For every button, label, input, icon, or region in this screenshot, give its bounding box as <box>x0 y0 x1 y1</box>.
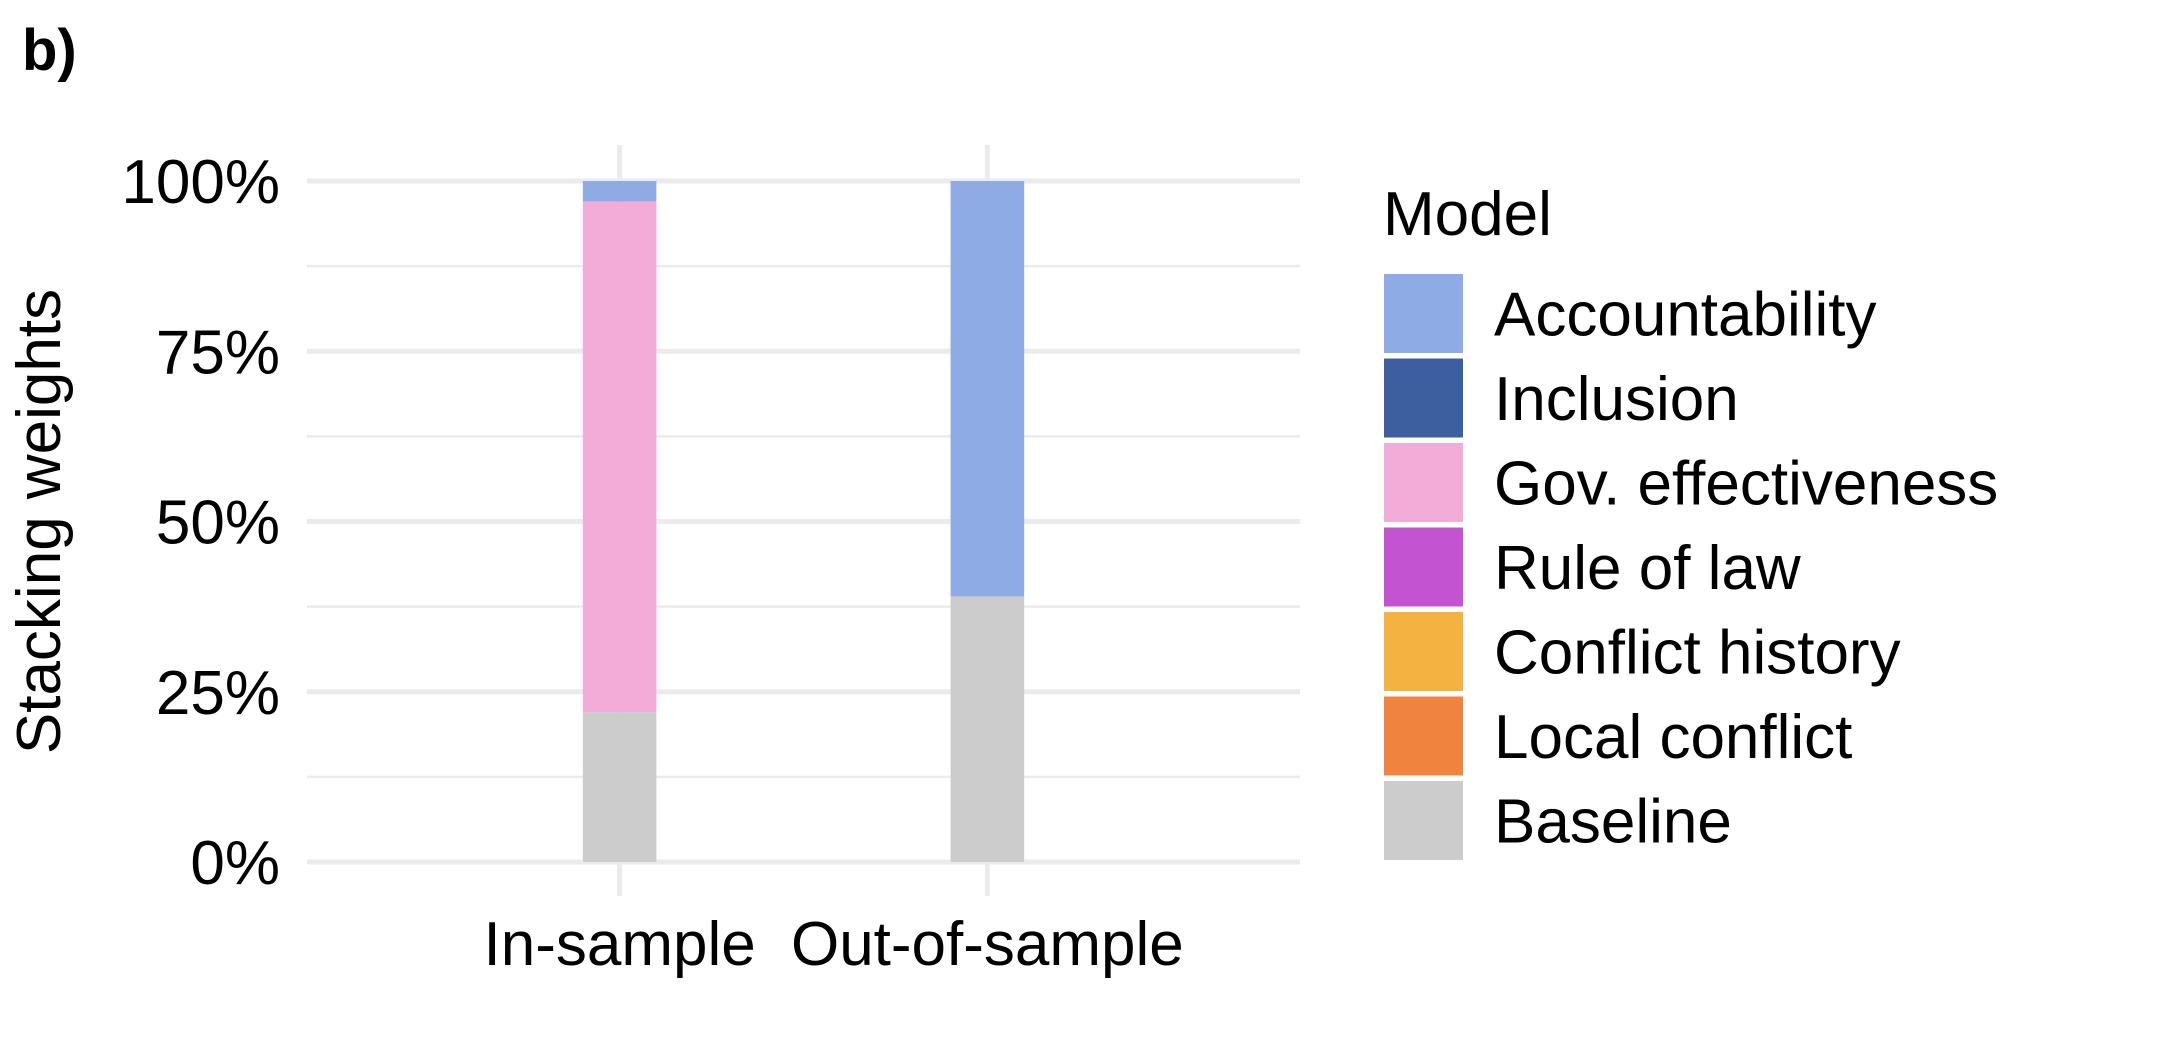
x-tick-label: Out-of-sample <box>791 910 1184 979</box>
legend-key <box>1384 443 1463 522</box>
legend-label: Accountability <box>1494 281 1877 350</box>
legend: Model Accountability Inclusion Gov. effect… <box>1383 180 1998 860</box>
y-tick-label: 50% <box>156 489 280 558</box>
y-axis-title: Stacking weights <box>5 289 74 754</box>
y-tick-label: 0% <box>190 829 280 898</box>
legend-key <box>1384 612 1463 691</box>
bar-segment-baseline <box>582 712 657 862</box>
legend-key <box>1384 527 1463 607</box>
bar-segment-accountability <box>582 181 657 202</box>
legend-label: Rule of law <box>1494 534 1801 603</box>
legend-label: Gov. effectiveness <box>1494 450 1998 519</box>
legend-key <box>1384 358 1463 438</box>
legend-title: Model <box>1383 180 1552 249</box>
y-tick-label: 25% <box>156 659 280 728</box>
panel-label: b) <box>22 18 77 83</box>
bar-segment-baseline <box>950 596 1025 862</box>
bars <box>582 181 1025 862</box>
legend-key <box>1384 781 1463 860</box>
y-axis-ticks: 0% 25% 50% 75% 100% <box>121 148 280 898</box>
bar-segment-accountability <box>950 181 1025 597</box>
legend-label: Inclusion <box>1494 365 1739 434</box>
legend-label: Baseline <box>1494 788 1732 857</box>
legend-label: Local conflict <box>1494 703 1852 772</box>
x-axis-ticks: In-sample Out-of-sample <box>484 910 1184 979</box>
x-tick-label: In-sample <box>484 910 756 979</box>
legend-label: Conflict history <box>1494 619 1901 688</box>
grid <box>307 145 1300 896</box>
bar-segment-gov-effectiveness <box>582 201 657 713</box>
legend-key <box>1384 274 1463 353</box>
y-tick-label: 75% <box>156 318 280 387</box>
legend-key <box>1384 696 1463 776</box>
y-tick-label: 100% <box>121 148 280 217</box>
